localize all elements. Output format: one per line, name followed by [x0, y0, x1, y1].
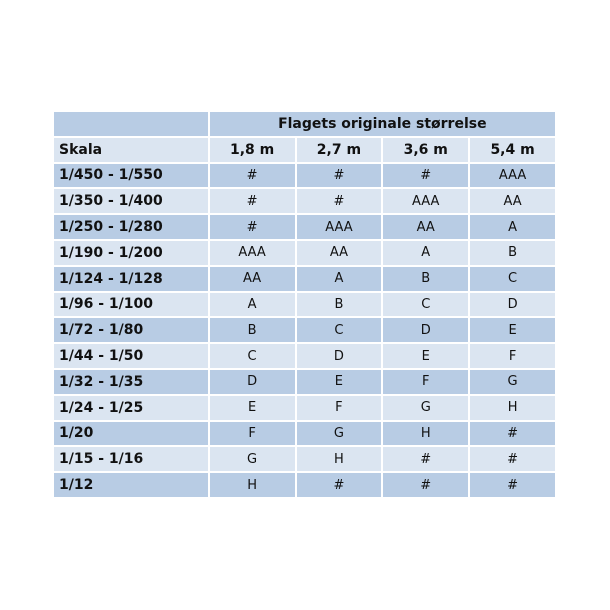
- value-cell: A: [207, 290, 297, 319]
- value-cell: H: [381, 419, 471, 448]
- value-cell: C: [207, 342, 297, 370]
- value-cell: #: [207, 187, 297, 216]
- value-cell: H: [294, 445, 384, 474]
- value-cell: B: [381, 264, 471, 293]
- column-header: 3,6 m: [381, 135, 471, 164]
- scale-cell: 1/124 - 1/128: [52, 264, 210, 293]
- value-cell: F: [468, 342, 557, 370]
- value-cell: #: [468, 445, 557, 474]
- scale-cell: 1/32 - 1/35: [52, 367, 210, 396]
- column-header: 5,4 m: [468, 135, 557, 164]
- table-row: 1/450 - 1/550 # # # AAA: [52, 161, 557, 190]
- value-cell: F: [207, 419, 297, 448]
- value-cell: #: [468, 471, 557, 499]
- table-row: 1/15 - 1/16 G H # #: [52, 445, 557, 474]
- group-header-row: Flagets originale størrelse: [52, 110, 558, 138]
- value-cell: B: [468, 238, 557, 267]
- empty-header-cell: [52, 110, 210, 138]
- value-cell: AA: [381, 213, 471, 241]
- value-cell: G: [381, 393, 471, 422]
- value-cell: AAA: [381, 187, 471, 216]
- scale-cell: 1/190 - 1/200: [52, 238, 210, 267]
- row-header: Skala: [52, 135, 210, 164]
- value-cell: B: [294, 290, 384, 319]
- scale-cell: 1/72 - 1/80: [52, 316, 210, 345]
- value-cell: D: [381, 316, 471, 345]
- value-cell: D: [294, 342, 384, 370]
- value-cell: F: [294, 393, 384, 422]
- scale-cell: 1/24 - 1/25: [52, 393, 210, 422]
- value-cell: E: [207, 393, 297, 422]
- value-cell: C: [294, 316, 384, 345]
- table-row: 1/72 - 1/80 B C D E: [52, 316, 557, 345]
- group-header: Flagets originale størrelse: [207, 110, 558, 138]
- value-cell: H: [468, 393, 557, 422]
- scale-cell: 1/12: [52, 471, 210, 499]
- scale-cell: 1/250 - 1/280: [52, 213, 210, 241]
- value-cell: AA: [294, 238, 384, 267]
- value-cell: G: [294, 419, 384, 448]
- value-cell: F: [381, 367, 471, 396]
- value-cell: C: [381, 290, 471, 319]
- table-row: 1/350 - 1/400 # # AAA AA: [52, 187, 557, 216]
- value-cell: D: [207, 367, 297, 396]
- scale-cell: 1/96 - 1/100: [52, 290, 210, 319]
- value-cell: G: [468, 367, 557, 396]
- value-cell: E: [468, 316, 557, 345]
- value-cell: #: [381, 161, 471, 190]
- scale-cell: 1/44 - 1/50: [52, 342, 210, 370]
- value-cell: H: [207, 471, 297, 499]
- value-cell: AAA: [207, 238, 297, 267]
- table-row: 1/24 - 1/25 E F G H: [52, 393, 557, 422]
- value-cell: #: [294, 161, 384, 190]
- table-row: 1/96 - 1/100 A B C D: [52, 290, 557, 319]
- value-cell: A: [468, 213, 557, 241]
- value-cell: #: [207, 161, 297, 190]
- value-cell: C: [468, 264, 557, 293]
- value-cell: B: [207, 316, 297, 345]
- table-row: 1/44 - 1/50 C D E F: [52, 342, 557, 370]
- value-cell: G: [207, 445, 297, 474]
- table-row: 1/32 - 1/35 D E F G: [52, 367, 557, 396]
- column-header: 2,7 m: [294, 135, 384, 164]
- value-cell: AA: [468, 187, 557, 216]
- column-header: 1,8 m: [207, 135, 297, 164]
- value-cell: E: [294, 367, 384, 396]
- scale-cell: 1/450 - 1/550: [52, 161, 210, 190]
- table-row: 1/20 F G H #: [52, 419, 557, 448]
- value-cell: E: [381, 342, 471, 370]
- value-cell: A: [381, 238, 471, 267]
- column-header-row: Skala 1,8 m 2,7 m 3,6 m 5,4 m: [52, 135, 557, 164]
- scale-cell: 1/15 - 1/16: [52, 445, 210, 474]
- value-cell: AAA: [294, 213, 384, 241]
- value-cell: #: [468, 419, 557, 448]
- value-cell: #: [294, 471, 384, 499]
- flag-size-table: Flagets originale størrelse Skala 1,8 m …: [52, 110, 558, 499]
- value-cell: #: [381, 445, 471, 474]
- value-cell: D: [468, 290, 557, 319]
- value-cell: A: [294, 264, 384, 293]
- value-cell: #: [381, 471, 471, 499]
- table-row: 1/124 - 1/128 AA A B C: [52, 264, 557, 293]
- value-cell: #: [294, 187, 384, 216]
- value-cell: AA: [207, 264, 297, 293]
- scale-cell: 1/350 - 1/400: [52, 187, 210, 216]
- table-row: 1/12 H # # #: [52, 471, 557, 499]
- value-cell: AAA: [468, 161, 557, 190]
- table-row: 1/250 - 1/280 # AAA AA A: [52, 213, 557, 241]
- scale-cell: 1/20: [52, 419, 210, 448]
- value-cell: #: [207, 213, 297, 241]
- table-row: 1/190 - 1/200 AAA AA A B: [52, 238, 557, 267]
